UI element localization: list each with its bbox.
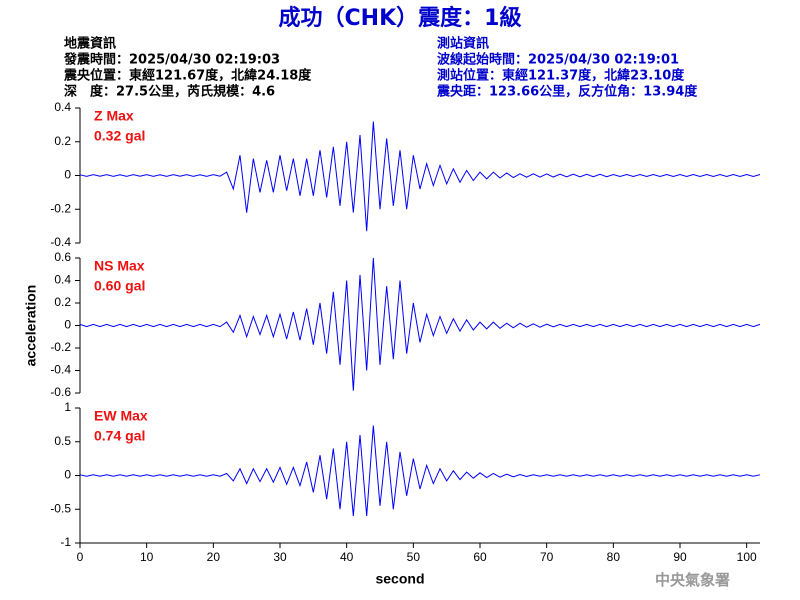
y-tick-label: 0.2 [54,295,71,309]
event-info: 震央位置：東經121.67度，北緯24.18度 [63,68,312,84]
x-tick-label: 60 [473,550,487,564]
y-tick-label: 0.2 [54,134,71,148]
max-annotation: EW Max [94,408,148,424]
footer: 中央氣象署 [655,571,730,589]
y-tick-label: 0.4 [54,100,71,114]
y-tick-label: -0.6 [50,385,71,399]
y-tick-label: 0 [64,168,71,182]
y-tick-label: 1 [64,400,71,414]
y-tick-label: 0.4 [54,273,71,287]
station-info: 測站位置：東經121.37度，北緯23.10度 [437,68,685,84]
station-info: 測站資訊 [437,36,489,52]
y-tick-label: -0.2 [50,340,71,354]
x-tick-label: 100 [737,550,757,564]
page-title: 成功（CHK）震度：1級 [279,5,522,31]
y-axis-label: acceleration [23,285,39,367]
event-info: 深 度：27.5公里，芮氏規模：4.6 [64,84,275,100]
station-info: 波線起始時間：2025/04/30 02:19:01 [437,52,679,68]
y-tick-label: -0.4 [50,363,71,377]
y-tick-label: -0.5 [50,501,71,515]
max-annotation: NS Max [94,258,145,274]
y-tick-label: -1 [60,535,71,549]
x-tick-label: 30 [273,550,287,564]
y-tick-label: -0.4 [50,235,71,249]
event-info: 地震資訊 [64,36,116,52]
max-annotation: 0.60 gal [94,278,145,294]
y-tick-label: 0.6 [54,250,71,264]
max-annotation: Z Max [94,108,134,124]
y-tick-label: 0.5 [54,434,71,448]
x-axis-label: second [375,571,424,587]
x-tick-label: 70 [540,550,554,564]
station-info: 震央距：123.66公里，反方位角：13.94度 [436,84,698,100]
y-tick-label: -0.2 [50,201,71,215]
x-tick-label: 50 [407,550,421,564]
waveform [79,121,761,232]
x-tick-label: 80 [607,550,621,564]
event-info: 發震時間：2025/04/30 02:19:03 [63,52,280,68]
max-annotation: 0.32 gal [94,128,145,144]
x-tick-label: 40 [340,550,354,564]
x-tick-label: 10 [140,550,154,564]
waveform [79,425,761,517]
x-tick-label: 90 [673,550,687,564]
waveform [79,257,761,391]
y-tick-label: 0 [64,318,71,332]
x-tick-label: 20 [207,550,221,564]
max-annotation: 0.74 gal [94,428,145,444]
y-tick-label: 0 [64,468,71,482]
x-tick-label: 0 [77,550,84,564]
